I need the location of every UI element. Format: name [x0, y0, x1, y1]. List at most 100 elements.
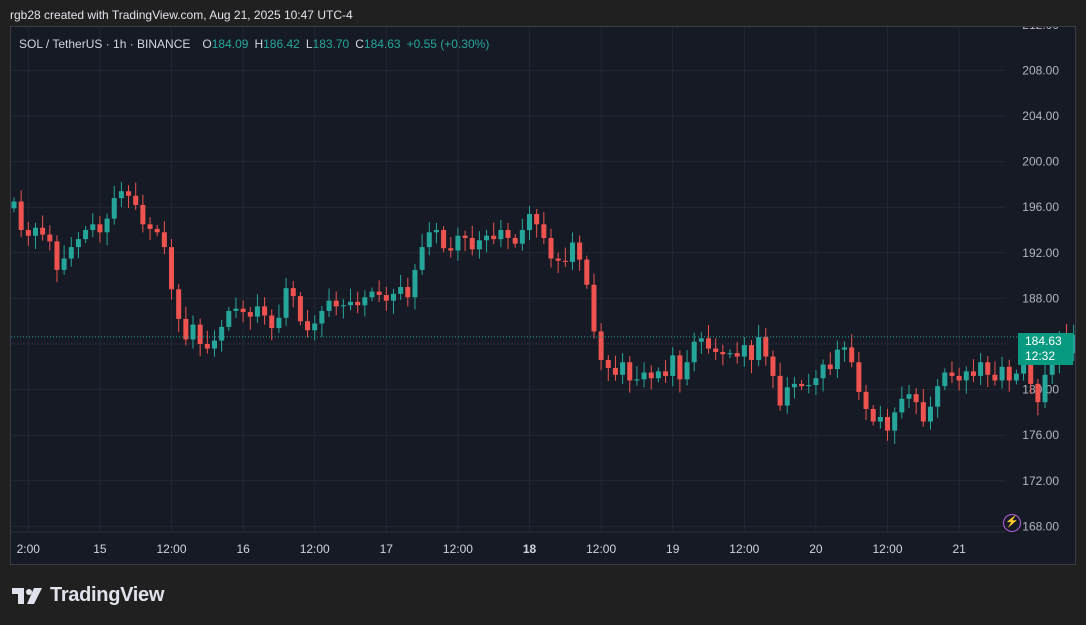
candle-body [670, 355, 676, 376]
candle [118, 182, 124, 208]
candlestick-chart[interactable]: 212.00 208.00 204.00 200.00 196.00 192.00 188.… [11, 27, 1075, 564]
candle-body [713, 348, 719, 352]
y-tick-label: 172.00 [1022, 474, 1059, 488]
candle [505, 222, 511, 250]
candle-body [791, 383, 797, 388]
candle [441, 226, 447, 253]
candle-body [820, 364, 826, 379]
candle-body [1071, 334, 1075, 354]
candle-body [892, 412, 898, 431]
candle-body [885, 416, 891, 431]
candle [383, 286, 389, 311]
candle-body [376, 291, 382, 295]
candle-body [140, 204, 146, 225]
candle-body [856, 362, 862, 392]
candle [999, 356, 1005, 389]
candle-body [999, 366, 1005, 381]
candle-body [305, 321, 311, 331]
candle-body [219, 326, 225, 341]
candle [548, 228, 554, 268]
candle [684, 350, 690, 386]
candle-body [519, 230, 525, 244]
candle-body [54, 241, 60, 270]
candle [398, 274, 404, 300]
candle [527, 205, 533, 241]
close-label: C [355, 37, 364, 51]
x-tick-label: 20 [809, 542, 823, 556]
candle-body [577, 242, 583, 260]
candle-body [362, 297, 368, 306]
x-tick-label: 2:00 [17, 542, 41, 556]
candle [992, 361, 998, 386]
candle-body [691, 341, 697, 363]
candle [927, 396, 933, 430]
candle-body [183, 318, 189, 340]
candle [670, 347, 676, 387]
candle-body [963, 371, 969, 381]
candle [598, 323, 604, 371]
open-value: 184.09 [211, 37, 249, 51]
candle [791, 376, 797, 399]
chart-panel[interactable]: 212.00 208.00 204.00 200.00 196.00 192.00 188.… [10, 26, 1076, 565]
candle [319, 305, 325, 337]
candle [720, 344, 726, 366]
candle-body [448, 248, 454, 251]
candle [1006, 359, 1012, 392]
candle-body [383, 294, 389, 301]
candle [906, 385, 912, 408]
candle [584, 255, 590, 289]
candle [856, 352, 862, 400]
y-tick-label: 200.00 [1022, 155, 1059, 169]
candle [68, 236, 74, 267]
candle-body [992, 374, 998, 381]
candle [591, 273, 597, 339]
candle [290, 281, 296, 308]
candle-body [634, 379, 640, 381]
x-tick-label: 21 [952, 542, 966, 556]
candle [348, 288, 354, 311]
candle-body [61, 258, 67, 270]
candle-body [584, 259, 590, 285]
candle-body [949, 372, 955, 376]
candle [176, 284, 182, 333]
candle-body [1021, 359, 1027, 374]
candle-body [247, 312, 253, 317]
x-tick-label: 18 [523, 542, 537, 556]
candle [90, 213, 96, 238]
candle-body [126, 191, 132, 196]
candle [111, 185, 117, 225]
candle [211, 330, 217, 357]
y-tick-label: 212.00 [1022, 27, 1059, 32]
candle-body [161, 232, 167, 248]
lightning-icon[interactable]: ⚡ [1003, 514, 1021, 532]
candle-body [1028, 359, 1034, 384]
candle [147, 217, 153, 241]
candle [240, 300, 246, 323]
high-label: H [254, 37, 264, 51]
candle-body [118, 191, 124, 199]
candle-body [340, 305, 346, 307]
candle-body [562, 260, 568, 262]
y-tick-label: 176.00 [1022, 428, 1059, 442]
candle [32, 222, 38, 249]
candle [770, 350, 776, 389]
candle [312, 315, 318, 341]
candle-body [441, 230, 447, 249]
candle-body [956, 375, 962, 381]
candle [985, 356, 991, 387]
candle-body [426, 232, 432, 248]
candle-body [11, 201, 17, 209]
candle-body [390, 293, 396, 301]
candle-body [83, 230, 89, 240]
candle-body [412, 269, 418, 298]
low-label: L [305, 37, 313, 51]
candle [834, 340, 840, 379]
candle [247, 307, 253, 330]
candle [648, 365, 654, 390]
candle-body [226, 310, 232, 327]
candle-body [398, 287, 404, 294]
candle [949, 361, 955, 383]
candle [784, 377, 790, 414]
candle-body [262, 306, 268, 316]
candle-body [75, 239, 81, 248]
